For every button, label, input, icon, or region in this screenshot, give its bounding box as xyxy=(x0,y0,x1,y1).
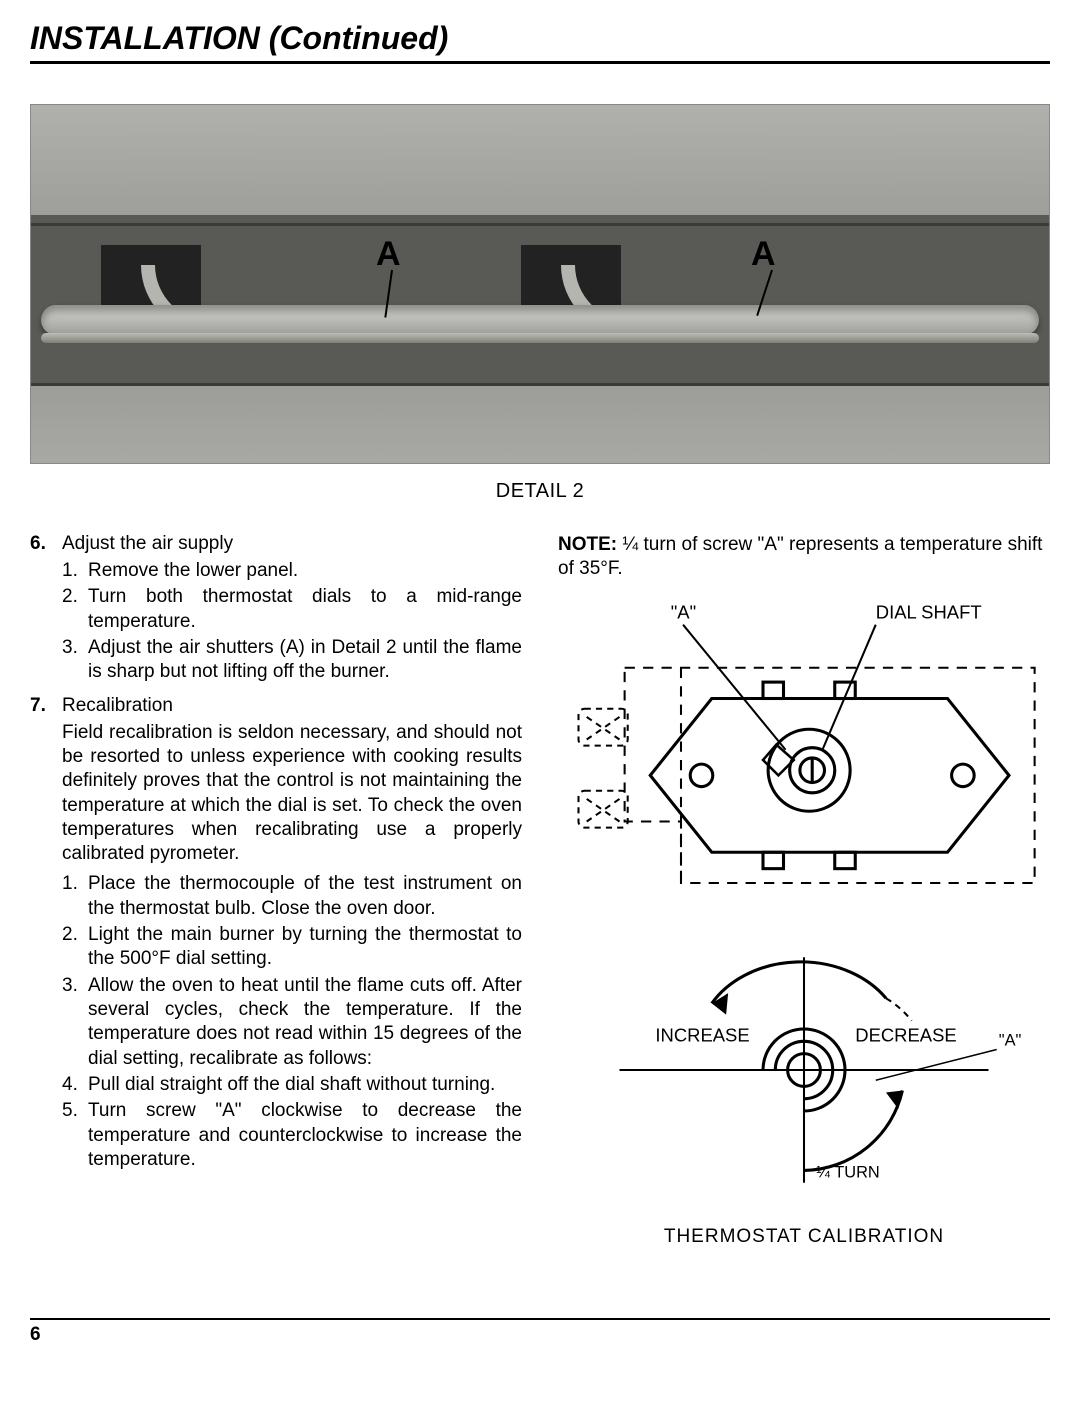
right-column: NOTE: ¼ turn of screw "A" represents a t… xyxy=(558,533,1050,1248)
step-number: 7. xyxy=(30,695,62,1175)
step-6: 6. Adjust the air supply 1.Remove the lo… xyxy=(30,533,522,687)
note-bold: NOTE: xyxy=(558,534,617,555)
detail-photo-container: A A xyxy=(30,104,1050,464)
detail-caption: DETAIL 2 xyxy=(30,480,1050,503)
diag2-increase: INCREASE xyxy=(655,1024,749,1045)
diag2-caption: THERMOSTAT CALIBRATION xyxy=(558,1226,1050,1248)
substep: 3.Adjust the air shutters (A) in Detail … xyxy=(62,636,522,685)
detail-photo: A A xyxy=(30,104,1050,464)
step-title: Adjust the air supply xyxy=(62,533,522,555)
photo-label-a-1: A xyxy=(376,235,401,274)
note-text: ¼ turn of screw "A" represents a tempera… xyxy=(558,534,1042,579)
diag1-label-a: "A" xyxy=(671,601,696,622)
diag1-label-shaft: DIAL SHAFT xyxy=(876,601,982,622)
substep: 1.Place the thermocouple of the test ins… xyxy=(62,872,522,921)
step-paragraph: Field recalibration is seldon necessary,… xyxy=(62,721,522,867)
diag2-label-a: "A" xyxy=(999,1031,1022,1049)
step-number: 6. xyxy=(30,533,62,687)
step-title: Recalibration xyxy=(62,695,522,717)
note: NOTE: ¼ turn of screw "A" represents a t… xyxy=(558,533,1050,582)
step-7: 7. Recalibration Field recalibration is … xyxy=(30,695,522,1175)
section-heading: INSTALLATION (Continued) xyxy=(30,20,1050,64)
thermostat-top-diagram: "A" DIAL SHAFT xyxy=(558,596,1050,929)
substep: 4.Pull dial straight off the dial shaft … xyxy=(62,1073,522,1097)
footer: 6 xyxy=(30,1318,1050,1346)
page-number: 6 xyxy=(30,1324,1050,1346)
diag2-quarter-turn: ¼ TURN xyxy=(816,1163,879,1181)
substep: 2.Turn both thermostat dials to a mid-ra… xyxy=(62,585,522,634)
substep: 1.Remove the lower panel. xyxy=(62,559,522,583)
substep: 5.Turn screw "A" clockwise to decrease t… xyxy=(62,1099,522,1172)
thermostat-calibration-diagram: INCREASE DECREASE "A" ¼ TURN THERMOSTAT … xyxy=(558,947,1050,1249)
substep: 2.Light the main burner by turning the t… xyxy=(62,923,522,972)
left-column: 6. Adjust the air supply 1.Remove the lo… xyxy=(30,533,522,1248)
photo-label-a-2: A xyxy=(751,235,776,274)
substep: 3.Allow the oven to heat until the flame… xyxy=(62,974,522,1071)
diag2-decrease: DECREASE xyxy=(855,1024,956,1045)
